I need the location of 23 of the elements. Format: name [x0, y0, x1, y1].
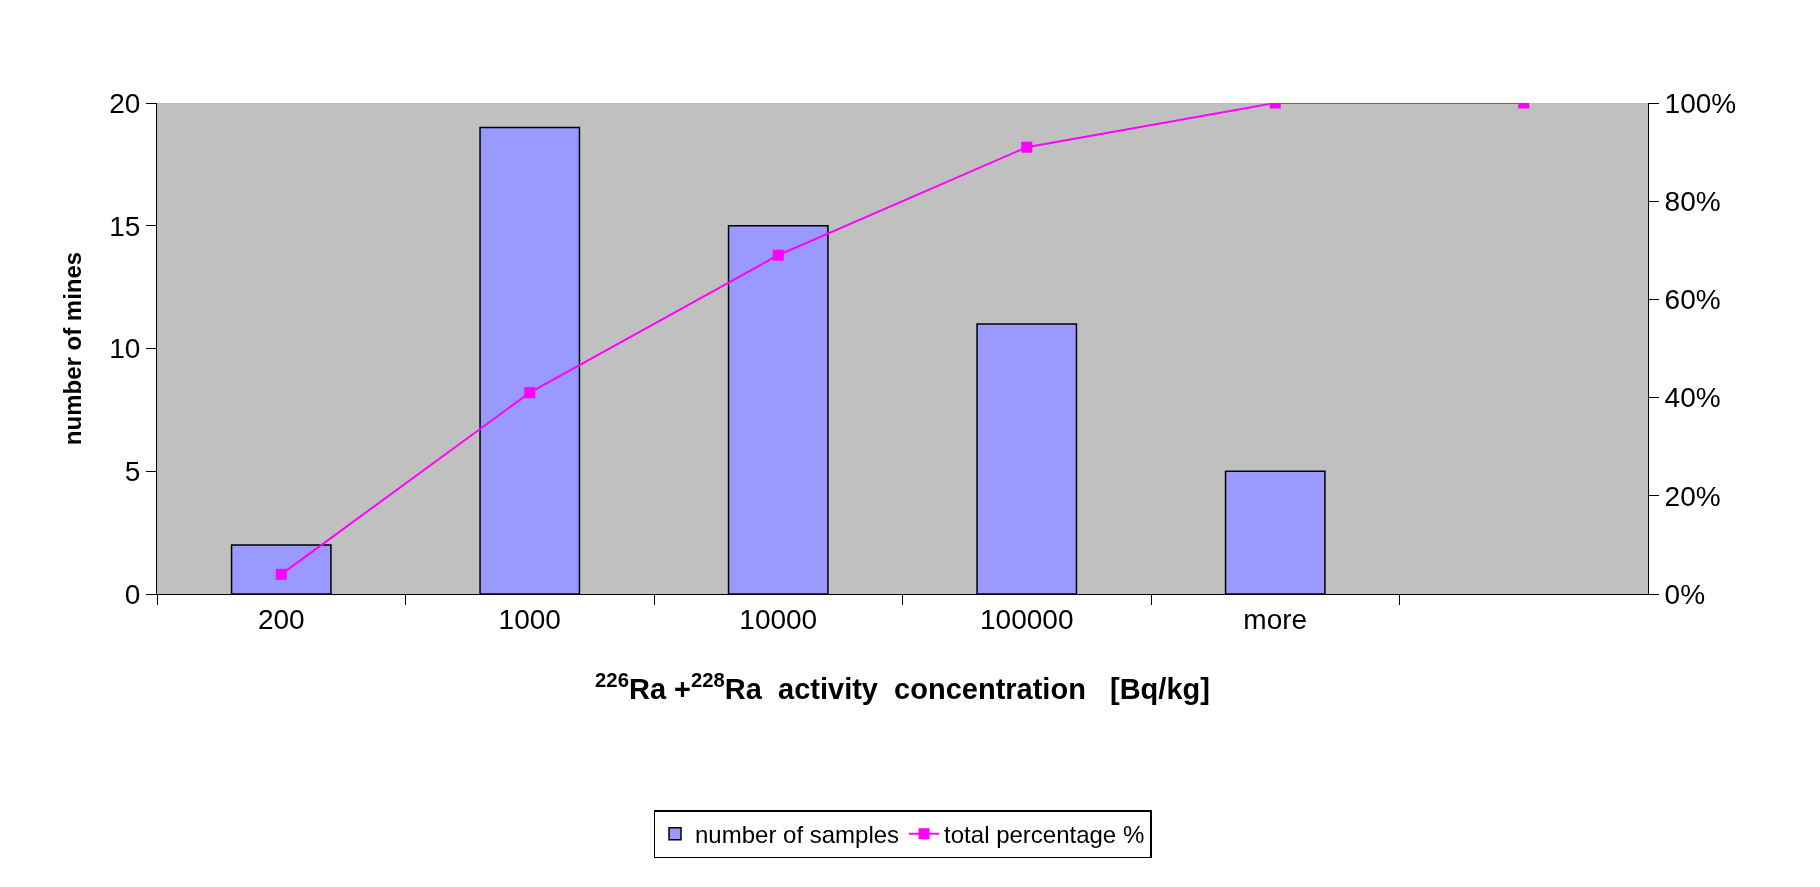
legend-label: number of samples: [695, 821, 900, 848]
point: [772, 249, 784, 261]
x-tick-label: more: [1243, 603, 1308, 635]
x-tick-label: 200: [257, 603, 305, 635]
x-tick-label: 100000: [980, 603, 1074, 635]
y-tick-label: 0: [124, 578, 141, 610]
y2-tick-label: 20%: [1664, 480, 1721, 512]
x-axis-title: $^{226}$Ra +$^{228}$Ra activity concentration [Bq/kg]: [595, 669, 1210, 706]
y-tick-label: 15: [109, 210, 141, 242]
y2-tick-label: 0%: [1664, 578, 1706, 610]
x-tick-label: 10000: [739, 603, 818, 635]
y2-tick-label: 80%: [1664, 186, 1721, 217]
point: [524, 387, 536, 399]
point: [275, 568, 287, 580]
x-tick-label: 1000: [498, 603, 561, 635]
y-tick-label: 10: [109, 333, 141, 365]
y-axis-title: number of mines: [59, 251, 87, 446]
legend-label: total percentage %: [944, 821, 1145, 848]
y2-tick-label: 40%: [1664, 382, 1721, 414]
y2-tick-label: 100%: [1664, 87, 1737, 119]
y2-tick-label: 60%: [1664, 284, 1721, 316]
y-tick-label: 20: [109, 87, 141, 119]
y-tick-label: 5: [124, 456, 141, 488]
